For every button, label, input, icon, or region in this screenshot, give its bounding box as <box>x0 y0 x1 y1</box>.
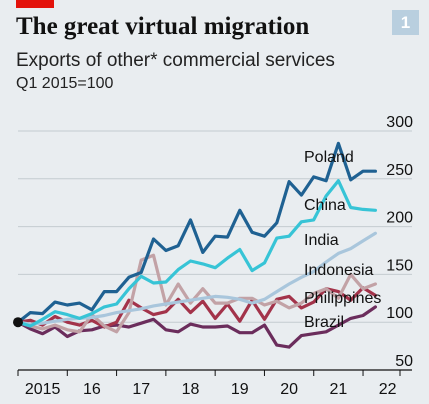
series-label-india: India <box>304 232 339 249</box>
series-line-china <box>16 179 377 328</box>
x-tick-label: 17 <box>132 381 150 398</box>
y-tick-label: 100 <box>386 305 413 322</box>
series-label-indonesia: Indonesia <box>304 262 373 279</box>
y-tick-label: 300 <box>386 114 413 131</box>
series-label-china: China <box>304 197 346 214</box>
x-tick-label: 2015 <box>25 381 61 398</box>
y-tick-label: 150 <box>386 257 413 274</box>
series-line-indonesia <box>16 253 377 334</box>
chart-subtitle: Exports of other* commercial services <box>16 50 335 71</box>
x-tick-label: 22 <box>379 381 397 398</box>
x-tick-label: 16 <box>83 381 101 398</box>
base-point-marker <box>13 317 23 328</box>
x-tick-label: 19 <box>231 381 249 398</box>
chart-title: The great virtual migration <box>16 13 310 40</box>
chart-units: Q1 2015=100 <box>16 75 114 92</box>
series-line-poland <box>16 141 377 324</box>
series-line-philippines <box>16 286 377 329</box>
y-tick-label: 50 <box>395 353 413 370</box>
brand-accent-bar <box>16 0 54 8</box>
y-tick-label: 250 <box>386 162 413 179</box>
y-tick-label: 200 <box>386 210 413 227</box>
series-label-brazil: Brazil <box>304 314 344 331</box>
series-label-poland: Poland <box>304 149 354 166</box>
x-tick-label: 20 <box>280 381 298 398</box>
x-tick-label: 18 <box>182 381 200 398</box>
chart-number-badge: 1 <box>392 10 419 35</box>
x-tick-label: 21 <box>329 381 347 398</box>
series-label-philippines: Philippines <box>304 290 381 307</box>
